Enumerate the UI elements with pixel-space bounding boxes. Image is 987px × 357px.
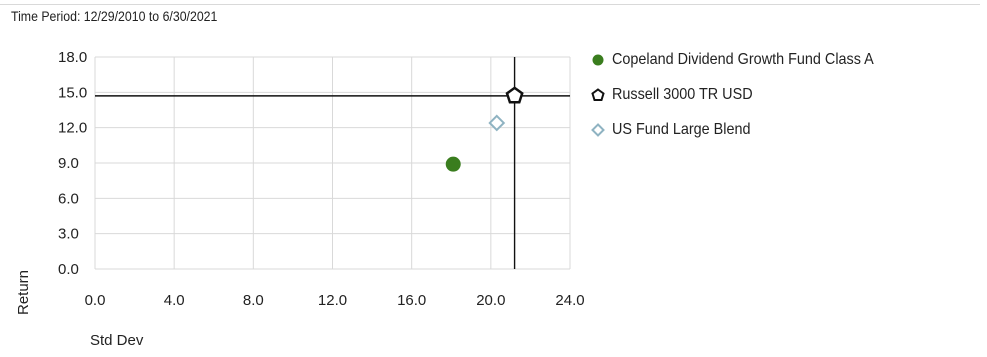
y-axis-label: Return <box>15 270 32 315</box>
legend-label-fund: Copeland Dividend Growth Fund Class A <box>612 50 874 68</box>
legend-label-benchmark: Russell 3000 TR USD <box>612 85 753 103</box>
y-tick-label: 6.0 <box>58 190 79 207</box>
x-tick-label: 12.0 <box>318 292 347 309</box>
y-tick-label: 9.0 <box>58 155 79 172</box>
point-category <box>488 114 506 132</box>
pentagon-icon <box>590 87 606 103</box>
y-tick-label: 3.0 <box>58 226 79 243</box>
x-tick-label: 0.0 <box>85 292 106 309</box>
y-tick-label: 15.0 <box>58 84 87 101</box>
x-axis-label: Std Dev <box>90 332 144 349</box>
chart-legend: Copeland Dividend Growth Fund Class A Ru… <box>590 42 903 147</box>
top-divider <box>0 4 980 5</box>
legend-item-category: US Fund Large Blend <box>590 112 903 147</box>
diamond-icon <box>590 122 606 138</box>
x-tick-label: 24.0 <box>555 292 584 309</box>
x-tick-label: 20.0 <box>476 292 505 309</box>
legend-label-category: US Fund Large Blend <box>612 120 751 138</box>
x-tick-label: 8.0 <box>243 292 264 309</box>
x-tick-label: 4.0 <box>164 292 185 309</box>
x-tick-label: 16.0 <box>397 292 426 309</box>
grid-lines <box>94 56 571 270</box>
time-period-label: Time Period: 12/29/2010 to 6/30/2021 <box>11 8 218 24</box>
point-fund <box>445 156 461 172</box>
axis-ticks: 0.0 3.0 6.0 9.0 12.0 15.0 18.0 0.0 4.0 8.0 12.0 16.… <box>58 49 585 309</box>
data-points <box>445 86 524 172</box>
legend-item-fund: Copeland Dividend Growth Fund Class A <box>590 42 903 77</box>
y-tick-label: 12.0 <box>58 120 87 137</box>
y-tick-label: 0.0 <box>58 261 79 278</box>
y-tick-label: 18.0 <box>58 49 87 66</box>
point-benchmark <box>505 86 524 104</box>
legend-item-benchmark: Russell 3000 TR USD <box>590 77 903 112</box>
green-circle-icon <box>590 52 606 68</box>
